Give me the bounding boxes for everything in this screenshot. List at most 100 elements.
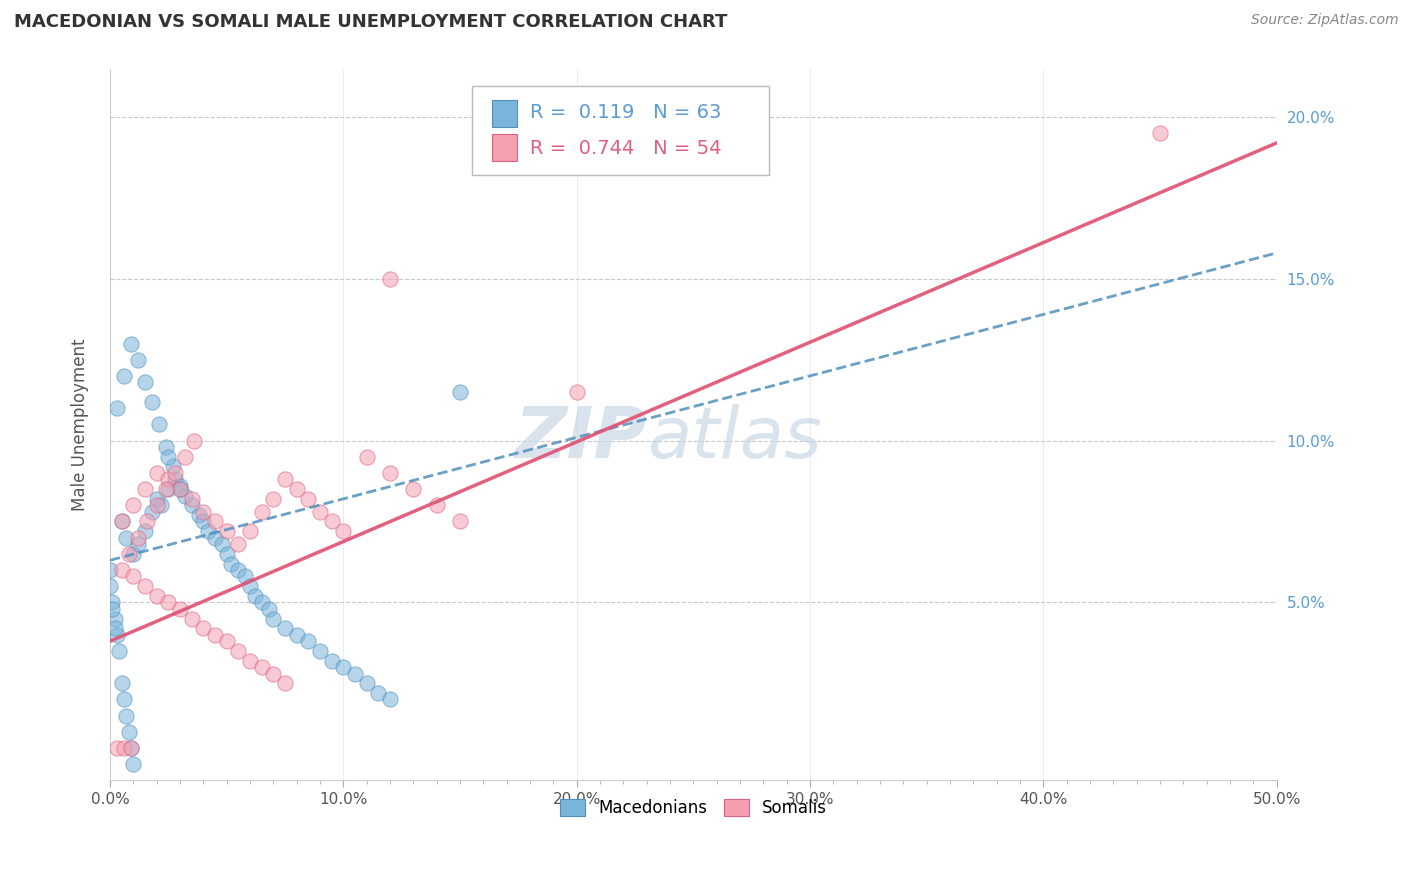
Point (211, 537, 233, 551)
Point (262, 666, 284, 681)
Point (239, 524, 262, 538)
Point (134, 524, 156, 538)
Point (1149, 126, 1171, 140)
Point (157, 595, 180, 609)
Text: R =  0.119   N = 63: R = 0.119 N = 63 (530, 103, 721, 122)
Point (228, 563, 250, 577)
FancyBboxPatch shape (492, 134, 517, 161)
Text: R =  0.744   N = 54: R = 0.744 N = 54 (530, 139, 721, 158)
Point (332, 524, 354, 538)
Point (367, 686, 389, 700)
Point (215, 634, 238, 648)
Point (309, 505, 332, 519)
Point (297, 491, 319, 506)
Point (356, 450, 378, 464)
Point (204, 515, 226, 529)
Point (112, 741, 135, 756)
Point (250, 505, 273, 519)
Point (378, 272, 401, 286)
Point (449, 385, 471, 400)
Point (180, 491, 202, 506)
Point (197, 524, 219, 538)
Point (165, 466, 187, 480)
Point (449, 515, 471, 529)
Point (344, 666, 367, 681)
Point (104, 611, 127, 625)
Text: atlas: atlas (647, 404, 821, 473)
Point (122, 757, 145, 772)
Point (173, 489, 195, 503)
Point (115, 531, 138, 545)
Point (120, 336, 142, 351)
Point (105, 401, 128, 416)
Point (145, 589, 167, 603)
Point (169, 479, 191, 493)
Point (111, 515, 134, 529)
Point (148, 417, 170, 432)
Point (155, 482, 177, 496)
Point (118, 724, 141, 739)
Point (262, 491, 284, 506)
Point (141, 505, 163, 519)
Point (180, 498, 202, 512)
Point (193, 621, 215, 635)
Point (157, 482, 180, 496)
Legend: Macedonians, Somalis: Macedonians, Somalis (551, 790, 835, 825)
Point (134, 482, 156, 496)
Point (127, 537, 149, 551)
Point (262, 611, 284, 625)
Point (111, 676, 134, 690)
Point (105, 741, 128, 756)
Point (162, 459, 184, 474)
Point (145, 491, 167, 506)
Point (243, 589, 266, 603)
Point (141, 394, 163, 409)
Point (193, 505, 215, 519)
Point (134, 376, 156, 390)
Point (169, 482, 191, 496)
Point (250, 660, 273, 674)
Point (118, 547, 141, 561)
Point (155, 440, 177, 454)
Point (98, 579, 121, 593)
Point (104, 621, 127, 635)
Point (98, 563, 121, 577)
Point (204, 531, 226, 545)
Text: ZIP: ZIP (515, 404, 647, 473)
Point (285, 628, 308, 642)
Point (101, 595, 124, 609)
Point (297, 634, 319, 648)
Point (183, 434, 205, 448)
Point (193, 515, 215, 529)
Point (239, 579, 262, 593)
Point (145, 466, 167, 480)
Point (180, 611, 202, 625)
Point (250, 595, 273, 609)
Point (239, 654, 262, 668)
Y-axis label: Male Unemployment: Male Unemployment (72, 338, 89, 510)
Point (285, 482, 308, 496)
Point (257, 602, 280, 616)
Point (120, 741, 142, 756)
Point (378, 692, 401, 706)
Point (173, 450, 195, 464)
Point (378, 466, 401, 480)
Point (215, 524, 238, 538)
Point (111, 563, 134, 577)
Point (356, 676, 378, 690)
Point (321, 515, 343, 529)
Point (204, 628, 226, 642)
Point (120, 741, 142, 756)
Point (157, 450, 180, 464)
Point (145, 498, 167, 512)
Point (274, 472, 297, 486)
Point (105, 628, 128, 642)
Point (228, 537, 250, 551)
Point (101, 602, 124, 616)
Point (157, 472, 180, 486)
Point (402, 482, 425, 496)
Point (215, 547, 238, 561)
Point (274, 621, 297, 635)
Point (169, 482, 191, 496)
Point (235, 569, 257, 583)
